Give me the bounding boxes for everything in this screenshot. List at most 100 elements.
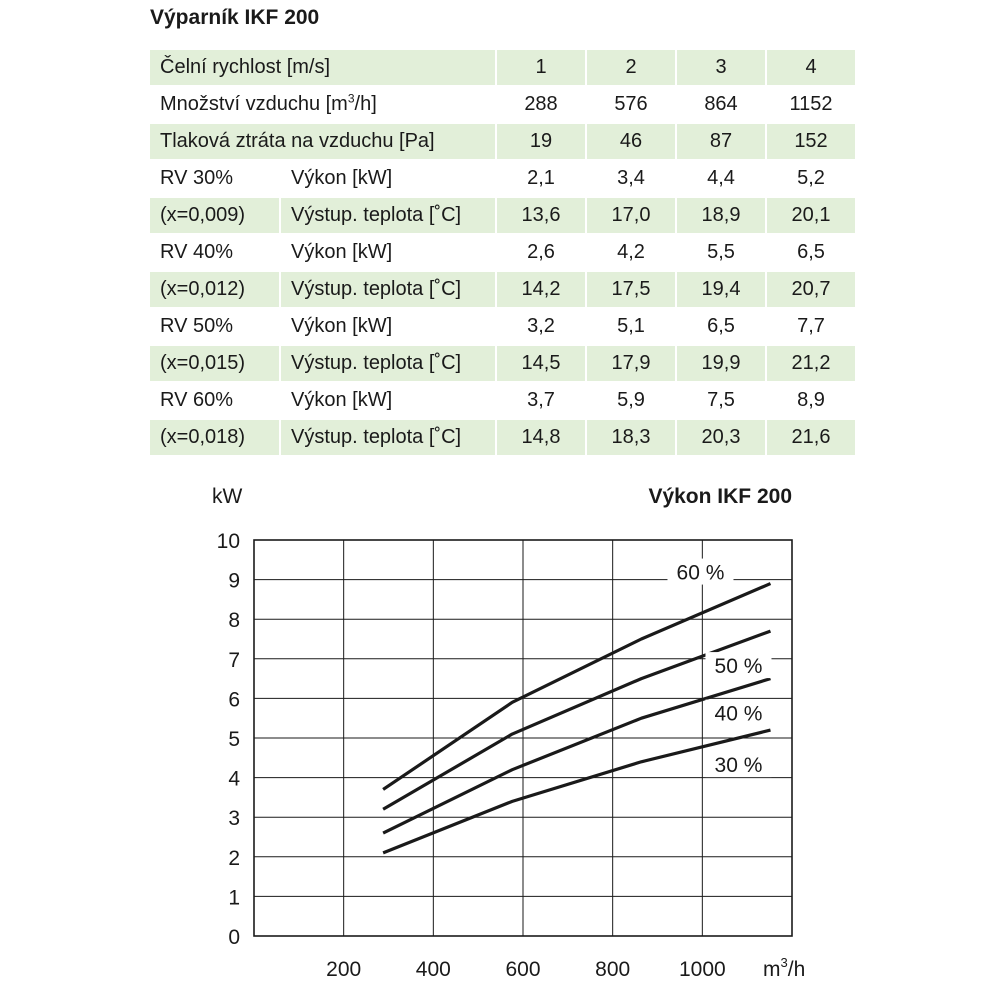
value-cell: 2 [587,50,675,85]
table-title: Výparník IKF 200 [150,6,320,29]
value-cell: 14,2 [497,272,585,307]
row-label: Tlaková ztráta na vzduchu [Pa] [150,124,495,159]
value-cell: 5,9 [617,389,645,411]
value-cell: 17,0 [587,198,675,233]
y-tick-label: 1 [228,886,240,909]
series-label-backdrop [705,699,772,726]
x-tick-label: 600 [505,958,540,981]
row-param: Výkon [kW] [291,389,393,411]
value-cell: 576 [614,93,648,115]
value-cell: 3 [677,50,765,85]
series-label: 60 % [677,562,725,585]
row-param: Výstup. teplota [˚C] [281,346,495,381]
x-tick-label: 1000 [679,958,726,981]
y-tick-label: 9 [228,570,240,593]
value-cell: 14,8 [497,420,585,455]
value-cell: 4,4 [707,167,735,189]
row-group: RV 30% [160,167,234,189]
chart: 0 1 2 3 4 5 6 7 8 9 10 200 400 600 800 1000 kW Výkon IKF … [0,470,1000,1000]
table-row: RV 40% Výkon [kW] 2,6 4,2 5,5 6,5 [150,235,858,272]
value-cell: 19 [497,124,585,159]
row-label: Čelní rychlost [m/s] [150,50,495,85]
y-tick-label: 6 [228,688,240,711]
y-tick-label: 8 [228,609,240,632]
value-cell: 4 [767,50,855,85]
value-cell: 864 [704,93,738,115]
row-group: (x=0,009) [150,198,279,233]
table-row: RV 30% Výkon [kW] 2,1 3,4 4,4 5,2 [150,161,858,198]
y-tick-label: 4 [228,768,240,791]
value-cell: 13,6 [497,198,585,233]
table-row: (x=0,018) Výstup. teplota [˚C] 14,8 18,3 20,… [150,420,858,457]
value-cell: 7,7 [797,315,825,337]
y-tick-label: 5 [228,728,240,751]
row-param: Výstup. teplota [˚C] [281,420,495,455]
value-cell: 1152 [789,93,833,115]
value-cell: 17,5 [587,272,675,307]
chart-svg: 0 1 2 3 4 5 6 7 8 9 10 200 400 600 800 1000 kW Výkon IKF … [212,485,805,981]
x-tick-label: 200 [326,958,361,981]
row-param: Výstup. teplota [˚C] [281,198,495,233]
row-param: Výkon [kW] [291,315,393,337]
table-row: Množství vzduchu [m3/h] 288 576 864 1152 [150,87,858,124]
row-group: RV 50% [160,315,234,337]
row-group: (x=0,018) [150,420,279,455]
value-cell: 19,4 [677,272,765,307]
row-group: RV 60% [160,389,234,411]
value-cell: 21,2 [767,346,855,381]
value-cell: 152 [767,124,855,159]
value-cell: 6,5 [797,241,825,263]
value-cell: 20,7 [767,272,855,307]
value-cell: 46 [587,124,675,159]
value-cell: 18,3 [587,420,675,455]
series-label: 40 % [715,703,763,726]
series-line [382,728,771,855]
value-cell: 20,1 [767,198,855,233]
y-tick-label: 0 [228,926,240,949]
value-cell: 21,6 [767,420,855,455]
value-cell: 87 [677,124,765,159]
value-cell: 4,2 [617,241,645,263]
y-tick-label: 7 [228,649,240,672]
table-row: (x=0,009) Výstup. teplota [˚C] 13,6 17,0 18,… [150,198,858,235]
value-cell: 19,9 [677,346,765,381]
value-cell: 288 [524,93,558,115]
x-axis-label: m3/h [763,955,805,981]
row-param: Výkon [kW] [291,167,393,189]
series-label: 30 % [715,754,763,777]
y-tick-label: 2 [228,847,240,870]
value-cell: 1 [497,50,585,85]
value-cell: 8,9 [797,389,825,411]
value-cell: 3,4 [617,167,645,189]
series-line [382,677,771,835]
value-cell: 17,9 [587,346,675,381]
series-label: 50 % [715,655,763,678]
value-cell: 20,3 [677,420,765,455]
value-cell: 6,5 [707,315,735,337]
value-cell: 3,7 [527,389,555,411]
row-param: Výkon [kW] [291,241,393,263]
table-row: (x=0,015) Výstup. teplota [˚C] 14,5 17,9 19,… [150,346,858,383]
row-label: Množství vzduchu [m3/h] [160,91,377,115]
value-cell: 2,1 [527,167,555,189]
value-cell: 2,6 [527,241,555,263]
value-cell: 3,2 [527,315,555,337]
series-line [382,582,772,791]
series-label-backdrop [705,652,772,679]
series-label-backdrop [705,751,772,778]
series-label-backdrop [667,558,734,585]
spec-table: Čelní rychlost [m/s] 1 2 3 4 Množství vzduchu… [150,50,858,457]
table-row: RV 50% Výkon [kW] 3,2 5,1 6,5 7,7 [150,309,858,346]
table-row: Tlaková ztráta na vzduchu [Pa] 19 46 87 152 [150,124,858,161]
value-cell: 14,5 [497,346,585,381]
value-cell: 5,1 [617,315,645,337]
value-cell: 5,2 [797,167,825,189]
table-row: Čelní rychlost [m/s] 1 2 3 4 [150,50,858,87]
y-axis-label: kW [212,485,243,508]
x-tick-label: 400 [416,958,451,981]
row-group: RV 40% [160,241,234,263]
row-group: (x=0,012) [150,272,279,307]
value-cell: 7,5 [707,389,735,411]
value-cell: 18,9 [677,198,765,233]
y-tick-label: 3 [228,807,240,830]
